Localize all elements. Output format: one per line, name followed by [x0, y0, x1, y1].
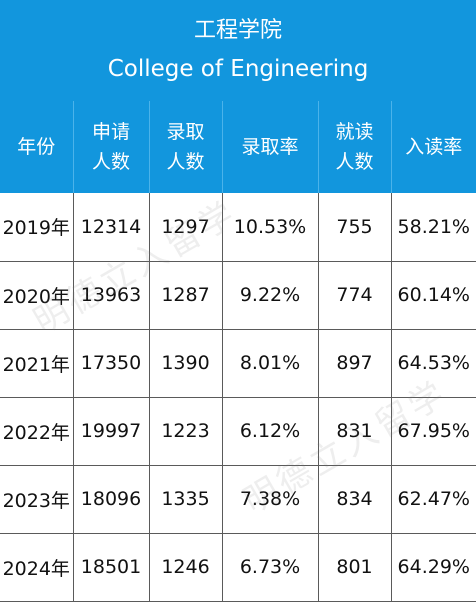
- column-header-line: 人数: [74, 147, 149, 177]
- column-header: 年份: [0, 101, 73, 193]
- table-cell: 1390: [149, 329, 222, 397]
- table-cell: 831: [318, 397, 391, 465]
- table-cell: 17350: [73, 329, 149, 397]
- table-cell: 8.01%: [222, 329, 318, 397]
- table-cell: 64.29%: [391, 533, 476, 601]
- column-header-line: 年份: [0, 132, 73, 162]
- table-cell: 58.21%: [391, 193, 476, 261]
- table-cell: 774: [318, 261, 391, 329]
- table-cell: 64.53%: [391, 329, 476, 397]
- title-english: College of Engineering: [0, 54, 476, 84]
- column-header: 录取率: [222, 101, 318, 193]
- table-cell: 2024年: [0, 533, 73, 601]
- table-cell: 7.38%: [222, 465, 318, 533]
- table-cell: 1246: [149, 533, 222, 601]
- table-cell: 755: [318, 193, 391, 261]
- table-cell: 19997: [73, 397, 149, 465]
- table-cell: 10.53%: [222, 193, 318, 261]
- table-cell: 9.22%: [222, 261, 318, 329]
- header-row: 年份申请人数录取人数录取率就读人数入读率: [0, 101, 476, 193]
- title-chinese: 工程学院: [0, 16, 476, 46]
- column-header-line: 入读率: [392, 132, 476, 162]
- title-banner: 工程学院 College of Engineering: [0, 0, 476, 102]
- table-header: 年份申请人数录取人数录取率就读人数入读率: [0, 101, 476, 193]
- column-header-line: 录取率: [223, 132, 318, 162]
- table-cell: 13963: [73, 261, 149, 329]
- column-header-line: 人数: [319, 147, 391, 177]
- table-cell: 1287: [149, 261, 222, 329]
- table-cell: 834: [318, 465, 391, 533]
- table-cell: 1223: [149, 397, 222, 465]
- table-cell: 2023年: [0, 465, 73, 533]
- table-cell: 60.14%: [391, 261, 476, 329]
- table-cell: 67.95%: [391, 397, 476, 465]
- table-cell: 6.73%: [222, 533, 318, 601]
- column-header-line: 就读: [319, 117, 391, 147]
- column-header-line: 人数: [150, 147, 222, 177]
- table-cell: 6.12%: [222, 397, 318, 465]
- column-header: 入读率: [391, 101, 476, 193]
- table-cell: 12314: [73, 193, 149, 261]
- column-header: 就读人数: [318, 101, 391, 193]
- table-cell: 62.47%: [391, 465, 476, 533]
- table-cell: 2019年: [0, 193, 73, 261]
- column-header: 申请人数: [73, 101, 149, 193]
- table-cell: 2022年: [0, 397, 73, 465]
- column-header-line: 申请: [74, 117, 149, 147]
- table-cell: 897: [318, 329, 391, 397]
- table-cell: 1335: [149, 465, 222, 533]
- table-cell: 801: [318, 533, 391, 601]
- table-cell: 2020年: [0, 261, 73, 329]
- table-cell: 1297: [149, 193, 222, 261]
- column-header-line: 录取: [150, 117, 222, 147]
- table-cell: 18096: [73, 465, 149, 533]
- column-header: 录取人数: [149, 101, 222, 193]
- table-cell: 2021年: [0, 329, 73, 397]
- table-cell: 18501: [73, 533, 149, 601]
